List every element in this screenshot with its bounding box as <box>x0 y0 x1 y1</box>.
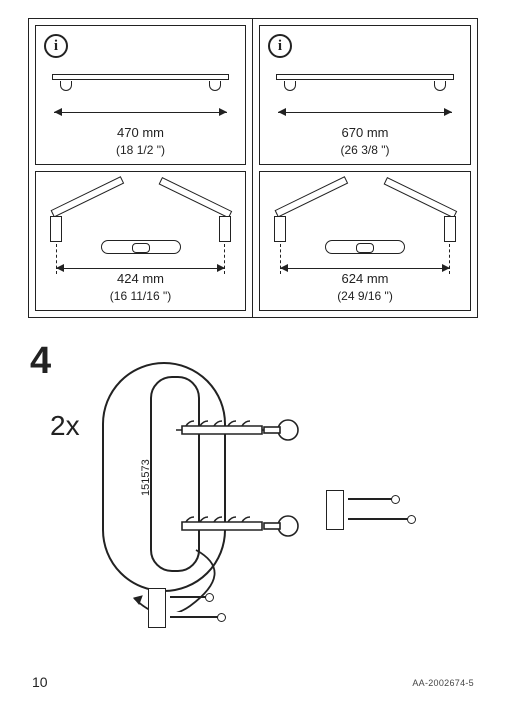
spirit-level-icon <box>101 240 181 254</box>
quantity-label: 2x <box>50 410 80 442</box>
mount-624-panel: 624 mm (24 9/16 ") <box>259 171 471 311</box>
info-glyph: i <box>278 38 282 55</box>
shelf-670-panel: i 670 mm (26 3/8 ") <box>259 25 471 165</box>
bracket-diagram-624 <box>270 182 460 262</box>
info-col-470: i 470 mm (18 1/2 ") <box>29 19 253 317</box>
shelf-silhouette-670 <box>276 74 454 98</box>
dim-in: (18 1/2 ") <box>36 142 245 158</box>
wall-anchor-top <box>176 416 306 438</box>
mount-424-cell: 424 mm (16 11/16 ") <box>29 168 252 317</box>
mount-424-panel: 424 mm (16 11/16 ") <box>35 171 246 311</box>
dim-in: (16 11/16 ") <box>36 288 245 304</box>
mount-624-dim: 624 mm (24 9/16 ") <box>260 270 470 304</box>
dim-arrow <box>54 112 227 113</box>
dim-in: (24 9/16 ") <box>260 288 470 304</box>
info-icon: i <box>268 34 292 58</box>
shelf-670-cell: i 670 mm (26 3/8 ") <box>253 19 477 168</box>
part-number: 151573 <box>140 459 152 496</box>
step-number: 4 <box>30 340 51 383</box>
spirit-level-icon <box>325 240 405 254</box>
dim-arrow <box>56 268 225 269</box>
shelf-470-cell: i 470 mm (18 1/2 ") <box>29 19 252 168</box>
dim-mm: 470 mm <box>36 124 245 142</box>
mounting-plate-large <box>150 376 200 572</box>
dim-mm: 624 mm <box>260 270 470 288</box>
shelf-silhouette-470 <box>52 74 229 98</box>
page-number: 10 <box>32 674 48 690</box>
document-id: AA-2002674-5 <box>412 678 474 688</box>
dim-arrow <box>280 268 450 269</box>
info-col-670: i 670 mm (26 3/8 ") <box>253 19 477 317</box>
info-glyph: i <box>54 38 58 55</box>
callout-leader <box>126 548 236 612</box>
dim-mm: 670 mm <box>260 124 470 142</box>
info-icon: i <box>44 34 68 58</box>
shelf-670-dim: 670 mm (26 3/8 ") <box>260 124 470 158</box>
mount-624-cell: 624 mm (24 9/16 ") <box>253 168 477 317</box>
wall-anchor-bottom <box>176 512 306 534</box>
dim-mm: 424 mm <box>36 270 245 288</box>
dimension-info-box: i 470 mm (18 1/2 ") <box>28 18 478 318</box>
page: i 470 mm (18 1/2 ") <box>0 0 506 714</box>
mount-424-dim: 424 mm (16 11/16 ") <box>36 270 245 304</box>
shelf-470-panel: i 470 mm (18 1/2 ") <box>35 25 246 165</box>
dim-arrow <box>278 112 452 113</box>
dim-in: (26 3/8 ") <box>260 142 470 158</box>
bracket-diagram-424 <box>46 182 235 262</box>
shelf-470-dim: 470 mm (18 1/2 ") <box>36 124 245 158</box>
